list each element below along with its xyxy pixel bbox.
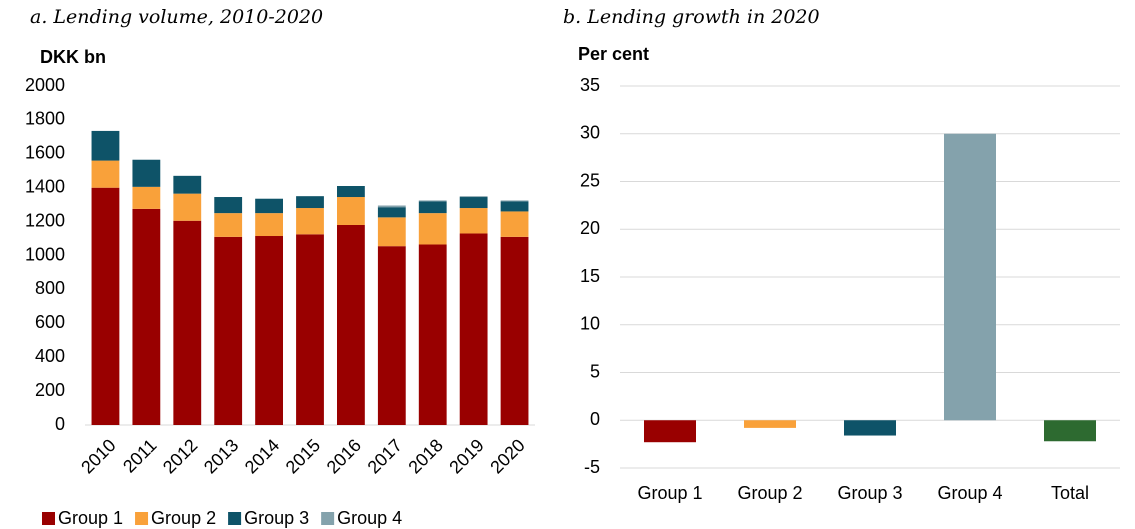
bar-segment [91, 130, 120, 161]
y-tick-label: 400 [35, 346, 65, 366]
bar-segment [377, 246, 406, 425]
legend-swatch [321, 512, 335, 525]
chart-title: b. Lending growth in 2020 [563, 6, 820, 28]
y-axis-label: DKK bn [40, 47, 106, 67]
bar-segment [337, 224, 365, 425]
legend-swatch [135, 512, 149, 525]
x-tick-label: Group 4 [937, 483, 1002, 503]
bar-segment [459, 233, 488, 425]
bar-segment [214, 213, 243, 237]
x-tick-label: 2013 [200, 435, 242, 477]
y-tick-label: 0 [590, 409, 600, 429]
x-tick-label: 2018 [404, 435, 446, 477]
bar-segment [296, 196, 324, 209]
y-tick-label: -5 [584, 457, 600, 477]
bar-segment [214, 197, 243, 214]
bar-segment [173, 193, 202, 221]
bar-segment [91, 187, 120, 425]
bar-segment [337, 186, 365, 198]
y-tick-label: 1000 [25, 244, 65, 264]
y-axis-label: Per cent [578, 44, 649, 64]
bar-segment [132, 208, 161, 425]
bar-segment [418, 201, 447, 214]
bar [744, 420, 796, 428]
bar-segment [214, 236, 243, 425]
x-tick-label: 2010 [77, 435, 119, 477]
bar-segment [377, 205, 406, 208]
x-tick-label: 2011 [119, 435, 161, 477]
y-tick-label: 1600 [25, 143, 65, 163]
chart-title: a. Lending volume, 2010-2020 [30, 6, 323, 28]
bar-segment [296, 208, 324, 235]
bar [644, 420, 696, 443]
y-tick-label: 35 [580, 75, 600, 95]
bar-segment [418, 244, 447, 425]
y-tick-label: 15 [580, 266, 600, 286]
legend-label: Group 1 [58, 508, 123, 528]
y-tick-label: 30 [580, 123, 600, 143]
y-tick-label: 600 [35, 312, 65, 332]
bar-segment [296, 234, 324, 425]
y-tick-label: 2000 [25, 75, 65, 95]
x-tick-label: 2012 [159, 435, 201, 477]
x-tick-label: Total [1051, 483, 1089, 503]
bar-segment [500, 200, 529, 202]
bar [1044, 420, 1096, 442]
bar-segment [173, 175, 202, 194]
bar-segment [459, 208, 488, 234]
x-tick-label: 2016 [323, 435, 365, 477]
x-tick-label: 2014 [241, 435, 283, 477]
y-tick-label: 20 [580, 218, 600, 238]
legend-swatch [228, 512, 242, 525]
x-tick-label: 2015 [282, 435, 324, 477]
bar-segment [91, 160, 120, 188]
legend-label: Group 4 [337, 508, 402, 528]
bar-segment [418, 213, 447, 245]
bar-segment [500, 201, 529, 212]
y-tick-label: 1400 [25, 176, 65, 196]
bar-segment [500, 236, 529, 425]
y-tick-label: 5 [590, 361, 600, 381]
x-tick-label: Group 2 [737, 483, 802, 503]
bar [844, 420, 896, 436]
bar-segment [377, 217, 406, 247]
y-tick-label: 25 [580, 170, 600, 190]
bar-segment [132, 186, 161, 209]
y-tick-label: 10 [580, 314, 600, 334]
x-tick-label: 2019 [445, 435, 487, 477]
bar-segment [255, 198, 283, 214]
bar [944, 133, 996, 421]
x-tick-label: 2020 [486, 435, 528, 477]
bar-segment [132, 159, 161, 187]
x-tick-label: 2017 [364, 435, 406, 477]
bar-segment [173, 220, 202, 425]
legend-label: Group 3 [244, 508, 309, 528]
legend-swatch [42, 512, 55, 525]
y-tick-label: 1200 [25, 210, 65, 230]
x-tick-label: Group 1 [637, 483, 702, 503]
y-tick-label: 200 [35, 380, 65, 400]
bar-segment [459, 197, 488, 209]
bar-segment [377, 207, 406, 218]
y-tick-label: 0 [55, 414, 65, 434]
bar-segment [500, 211, 529, 237]
legend-label: Group 2 [151, 508, 216, 528]
bar-segment [459, 196, 488, 198]
y-tick-label: 1800 [25, 109, 65, 129]
bar-segment [255, 213, 283, 237]
bar-segment [418, 200, 447, 202]
x-tick-label: Group 3 [837, 483, 902, 503]
bar-segment [337, 197, 365, 225]
bar-segment [255, 236, 283, 425]
y-tick-label: 800 [35, 278, 65, 298]
